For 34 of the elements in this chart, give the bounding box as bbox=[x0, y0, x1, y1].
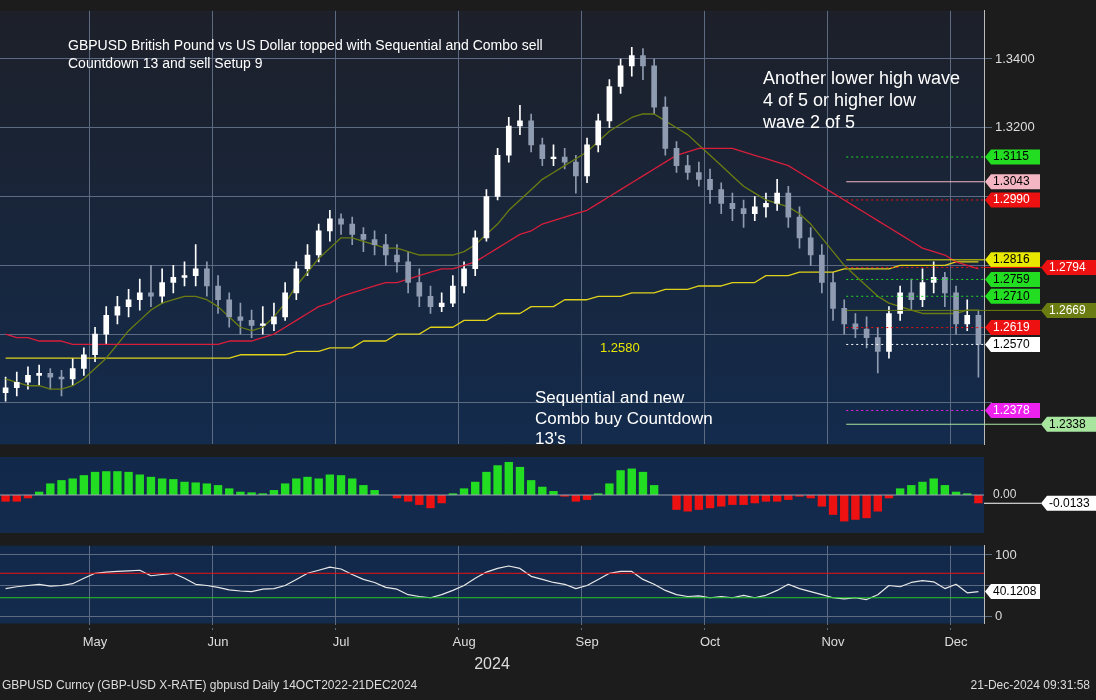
y-tick-label: 100 bbox=[995, 546, 1017, 562]
x-tick-label: Dec bbox=[944, 633, 969, 649]
x-tick-label: Sep bbox=[575, 633, 599, 649]
x-tick-label: Nov bbox=[821, 633, 846, 649]
ref-line-label: 1.3115 bbox=[993, 149, 1030, 164]
ref-line-label: 1.2710 bbox=[993, 288, 1031, 303]
ref-line-label: 1.2378 bbox=[993, 402, 1031, 417]
ref-line-label: 1.3043 bbox=[993, 174, 1031, 189]
y-tick-label: 1.3200 bbox=[995, 119, 1035, 135]
text: -0.0133 bbox=[1049, 495, 1091, 510]
ref-line-label: 1.2669 bbox=[1049, 302, 1087, 317]
x-tick-label: Jul bbox=[332, 633, 350, 649]
ref-line-label: 1.2338 bbox=[1049, 416, 1087, 431]
ref-line-label: 1.2570 bbox=[993, 336, 1031, 351]
x-tick-label: Aug bbox=[452, 633, 476, 649]
x-axis-title: 2024 bbox=[473, 654, 511, 673]
ref-line-label: 1.2759 bbox=[993, 271, 1031, 286]
x-tick-label: May bbox=[82, 633, 108, 649]
x-tick-label: Jun bbox=[207, 633, 229, 649]
annotation: 1.2580 bbox=[600, 340, 640, 355]
text: 0.00 bbox=[993, 487, 1017, 502]
y-tick-label: 0 bbox=[995, 607, 1003, 623]
x-tick-label: Oct bbox=[699, 633, 721, 649]
y-tick-label: 1.3400 bbox=[995, 50, 1035, 66]
text: 21-Dec-2024 09:31:58 bbox=[970, 678, 1090, 692]
text: GBPUSD Curncy (GBP-USD X-RATE) gbpusd Daily 14OCT2022-21DEC2024 bbox=[2, 678, 418, 692]
annotation: Sequential and new Combo buy Countdown 13's bbox=[535, 388, 713, 449]
data-label: 40.1208 bbox=[993, 583, 1037, 598]
text: GBPUSD British Pound vs US Dollar topped with Sequential and Combo sell Countdown 13 and sell Setup 9 bbox=[68, 37, 543, 71]
ref-line-label: 1.2619 bbox=[993, 319, 1031, 334]
annotation: Another lower high wave 4 of 5 or higher low wave 2 of 5 bbox=[762, 68, 961, 132]
ref-line-label: 1.2990 bbox=[993, 192, 1031, 207]
ref-line-label: 1.2794 bbox=[1049, 259, 1087, 274]
ref-line-label: 1.2816 bbox=[993, 252, 1031, 267]
